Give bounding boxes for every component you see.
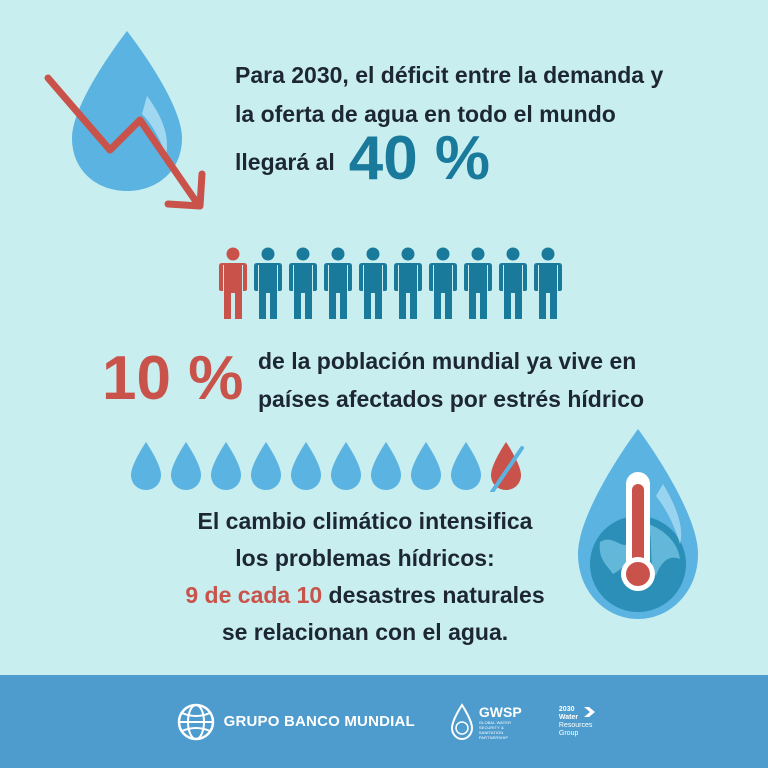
drops-row — [128, 440, 524, 492]
water-drop-icon — [251, 442, 281, 490]
decline-arrow-icon — [44, 74, 206, 210]
deficit-percentage: 40 % — [348, 124, 491, 193]
person-icon — [219, 247, 247, 319]
person-icon — [429, 247, 457, 319]
people-row — [218, 247, 563, 321]
deficit-line-3-prefix: llegará al — [235, 148, 335, 175]
person-icon — [534, 247, 562, 319]
thermometer-drop-icon — [578, 429, 698, 619]
deficit-line-2: la oferta de agua en todo el mundo — [235, 101, 616, 127]
person-icon — [394, 247, 422, 319]
population-percentage: 10 % — [102, 344, 244, 413]
water-drop-icon — [131, 442, 161, 490]
climate-statement: El cambio climático intensifica los prob… — [130, 503, 600, 651]
water-drop-icon — [72, 31, 182, 191]
resources-label: Resources — [558, 721, 593, 729]
2030-water-resources-group-logo[interactable]: 2030 Water Resources Group — [558, 705, 595, 738]
population-statement: de la población mundial ya vive en paíse… — [258, 342, 718, 418]
person-icon — [499, 247, 527, 319]
deficit-statement: Para 2030, el déficit entre la demanda y… — [235, 56, 735, 190]
person-icon — [254, 247, 282, 319]
population-line-2: países afectados por estrés hídrico — [258, 386, 645, 412]
person-icon — [289, 247, 317, 319]
chevrons-icon — [583, 706, 595, 717]
person-icon — [359, 247, 387, 319]
climate-line-4: se relacionan con el agua. — [221, 619, 509, 645]
gwsp-name: GWSP — [478, 703, 522, 720]
water-label: Water — [558, 713, 579, 721]
world-bank-logo[interactable]: GRUPO BANCO MUNDIAL — [176, 702, 415, 742]
person-icon — [324, 247, 352, 319]
water-drop-icon — [411, 442, 441, 490]
person-icon — [464, 247, 492, 319]
deficit-line-3: llegará al 40 % — [235, 128, 735, 190]
climate-line-3: 9 de cada 10 desastres naturales — [130, 577, 600, 614]
climate-line-1: El cambio climático intensifica — [197, 508, 533, 534]
deficit-line-1: Para 2030, el déficit entre la demanda y — [235, 62, 664, 88]
group-label: Group — [558, 729, 579, 737]
water-drop-icon — [291, 442, 321, 490]
climate-line-2: los problemas hídricos: — [235, 545, 495, 571]
water-drop-icon — [451, 442, 481, 490]
gwsp-subtitle: GLOBAL WATER SECURITY & SANITATION PARTN… — [478, 719, 512, 740]
gwsp-logo[interactable]: GWSP GLOBAL WATER SECURITY & SANITATION … — [449, 702, 525, 741]
2030-label: 2030 — [558, 705, 575, 713]
water-drop-icon — [171, 442, 201, 490]
world-bank-name: GRUPO BANCO MUNDIAL — [223, 713, 415, 730]
gwsp-drop-icon — [450, 702, 473, 740]
globe-icon — [177, 703, 214, 740]
water-drop-icon — [331, 442, 361, 490]
crossed-water-drop-icon — [490, 442, 524, 492]
footer: GRUPO BANCO MUNDIAL GWSP GLOBAL WATER SE… — [0, 675, 768, 768]
climate-line-3-rest: desastres naturales — [322, 582, 545, 608]
water-drop-icon — [371, 442, 401, 490]
disaster-ratio: 9 de cada 10 — [185, 582, 323, 608]
population-line-1: de la población mundial ya vive en — [258, 348, 637, 374]
water-drop-icon — [211, 442, 241, 490]
